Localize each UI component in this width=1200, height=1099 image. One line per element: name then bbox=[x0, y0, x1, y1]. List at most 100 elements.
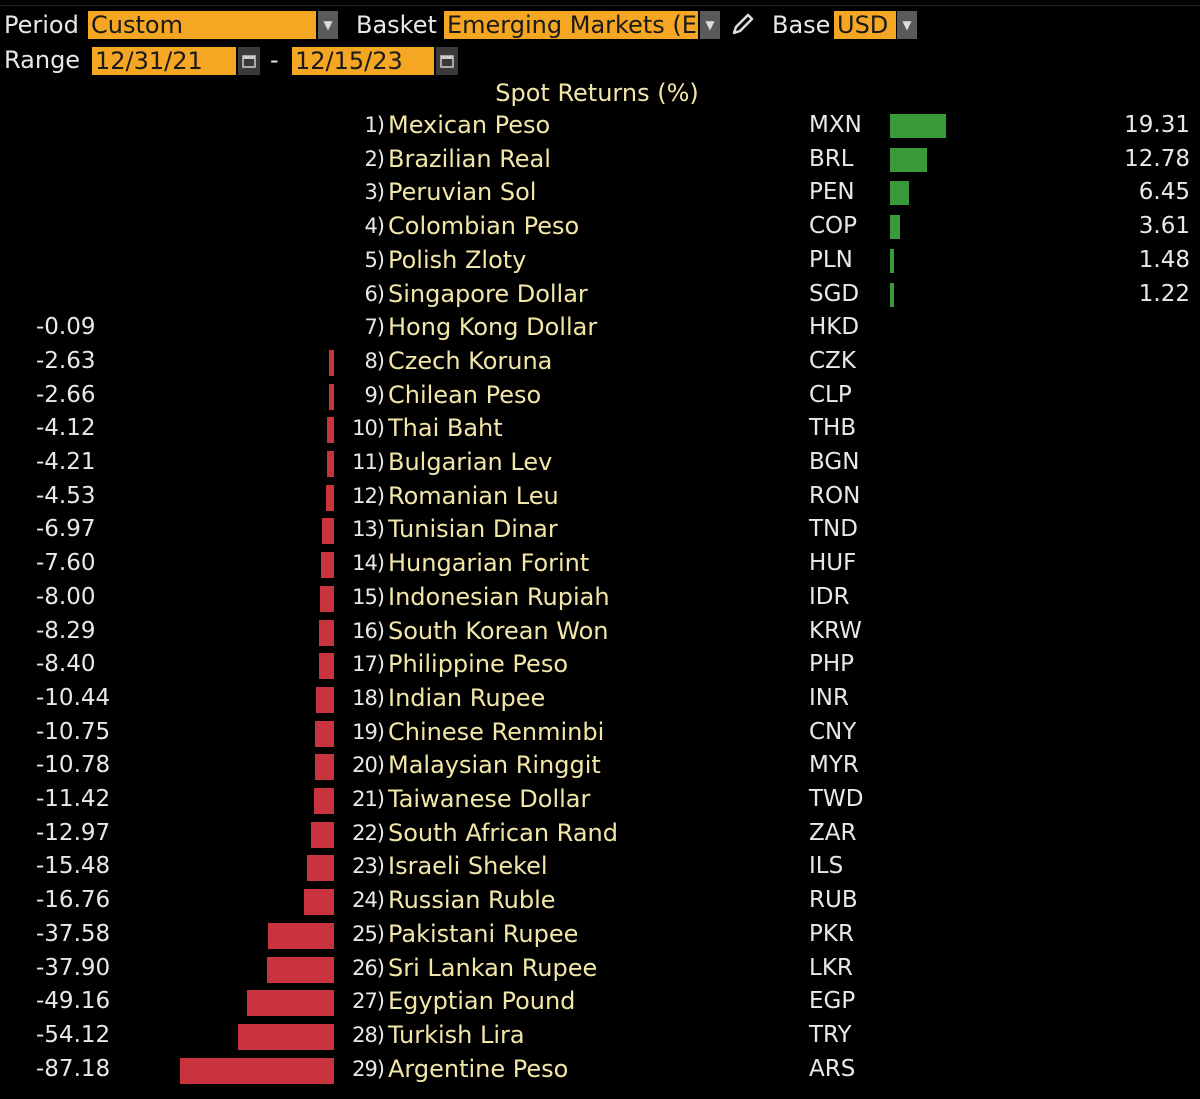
table-row[interactable]: 20) Malaysian Ringgit MYR -10.78 bbox=[0, 750, 1200, 784]
table-row[interactable]: 16) South Korean Won KRW -8.29 bbox=[0, 616, 1200, 650]
rank-label: 9) bbox=[364, 382, 385, 407]
currency-name: Polish Zloty bbox=[388, 245, 527, 274]
return-value-label: -54.12 bbox=[36, 1021, 111, 1048]
table-row[interactable]: 13) Tunisian Dinar TND -6.97 bbox=[0, 514, 1200, 548]
table-row[interactable]: 19) Chinese Renminbi CNY -10.75 bbox=[0, 717, 1200, 751]
table-row[interactable]: 27) Egyptian Pound EGP -49.16 bbox=[0, 986, 1200, 1020]
rank-label: 29) bbox=[352, 1056, 385, 1081]
currency-name: Hungarian Forint bbox=[388, 549, 590, 578]
table-row[interactable]: 24) Russian Ruble RUB -16.76 bbox=[0, 885, 1200, 919]
positive-return-bar bbox=[890, 215, 901, 240]
currency-name: Philippine Peso bbox=[388, 650, 568, 679]
currency-code: HKD bbox=[809, 314, 860, 341]
table-row[interactable]: 29) Argentine Peso ARS -87.18 bbox=[0, 1054, 1200, 1088]
currency-code: RON bbox=[809, 482, 861, 509]
currency-code: PHP bbox=[809, 651, 855, 678]
return-value-label: -8.29 bbox=[36, 617, 96, 644]
table-row[interactable]: 28) Turkish Lira TRY -54.12 bbox=[0, 1020, 1200, 1054]
return-value-label: 19.31 bbox=[1124, 112, 1190, 138]
return-value-label: -4.21 bbox=[36, 449, 96, 475]
return-value-label: -8.00 bbox=[36, 583, 96, 610]
table-row[interactable]: 9) Chilean Peso CLP -2.66 bbox=[0, 380, 1200, 414]
rank-label: 23) bbox=[352, 854, 385, 879]
negative-return-bar bbox=[315, 720, 334, 747]
currency-name: South African Rand bbox=[388, 818, 618, 847]
currency-name: Peruvian Sol bbox=[388, 178, 537, 207]
table-row[interactable]: 7) Hong Kong Dollar HKD -0.09 bbox=[0, 312, 1200, 346]
rank-label: 6) bbox=[364, 281, 385, 306]
negative-return-bar bbox=[311, 821, 334, 848]
currency-name: Singapore Dollar bbox=[388, 279, 588, 308]
pencil-icon[interactable] bbox=[730, 11, 756, 37]
currency-name: Tunisian Dinar bbox=[388, 515, 558, 544]
return-value-label: 12.78 bbox=[1124, 145, 1190, 172]
table-row[interactable]: 26) Sri Lankan Rupee LKR -37.90 bbox=[0, 953, 1200, 987]
base-dropdown-chevron-down-icon[interactable]: ▼ bbox=[897, 11, 917, 39]
basket-dropdown-chevron-down-icon[interactable]: ▼ bbox=[700, 11, 720, 39]
negative-return-bar bbox=[326, 417, 334, 444]
range-start-input[interactable]: 12/31/21 bbox=[92, 47, 236, 75]
table-row[interactable]: 17) Philippine Peso PHP -8.40 bbox=[0, 649, 1200, 683]
return-value-label: -2.63 bbox=[36, 347, 96, 374]
negative-return-bar bbox=[320, 552, 334, 579]
negative-return-bar bbox=[304, 889, 334, 916]
table-row[interactable]: 23) Israeli Shekel ILS -15.48 bbox=[0, 851, 1200, 885]
negative-return-bar bbox=[329, 383, 334, 410]
positive-return-bar bbox=[890, 181, 909, 206]
range-start-calendar-icon[interactable] bbox=[238, 47, 260, 75]
table-row[interactable]: 4) Colombian Peso COP 3.61 bbox=[0, 211, 1200, 245]
rank-label: 7) bbox=[364, 315, 385, 340]
currency-code: BRL bbox=[809, 145, 854, 172]
table-row[interactable]: 3) Peruvian Sol PEN 6.45 bbox=[0, 177, 1200, 211]
range-end-calendar-icon[interactable] bbox=[436, 47, 458, 75]
currency-name: Chinese Renminbi bbox=[388, 717, 605, 746]
range-separator: - bbox=[270, 46, 279, 74]
table-row[interactable]: 18) Indian Rupee INR -10.44 bbox=[0, 683, 1200, 717]
rank-label: 17) bbox=[352, 652, 385, 677]
base-select[interactable]: USD bbox=[834, 11, 896, 39]
table-row[interactable]: 10) Thai Baht THB -4.12 bbox=[0, 413, 1200, 447]
table-row[interactable]: 1) Mexican Peso MXN 19.31 bbox=[0, 110, 1200, 144]
negative-return-bar bbox=[247, 990, 334, 1017]
return-value-label: -7.60 bbox=[36, 550, 96, 577]
return-value-label: -37.90 bbox=[36, 954, 111, 981]
currency-code: INR bbox=[809, 684, 849, 711]
return-value-label: -10.44 bbox=[36, 684, 111, 711]
table-row[interactable]: 11) Bulgarian Lev BGN -4.21 bbox=[0, 447, 1200, 481]
period-select[interactable]: Custom bbox=[88, 11, 316, 39]
currency-name: Taiwanese Dollar bbox=[388, 785, 591, 813]
table-row[interactable]: 8) Czech Koruna CZK -2.63 bbox=[0, 346, 1200, 380]
rank-label: 22) bbox=[352, 820, 385, 845]
currency-name: Argentine Peso bbox=[388, 1054, 569, 1083]
return-value-label: -4.53 bbox=[36, 482, 96, 509]
negative-return-bar bbox=[267, 956, 334, 983]
currency-name: Czech Koruna bbox=[388, 346, 553, 375]
currency-code: CZK bbox=[809, 347, 856, 374]
currency-name: Israeli Shekel bbox=[388, 852, 548, 881]
range-end-input[interactable]: 12/15/23 bbox=[292, 47, 434, 75]
table-row[interactable]: 5) Polish Zloty PLN 1.48 bbox=[0, 245, 1200, 279]
table-row[interactable]: 25) Pakistani Rupee PKR -37.58 bbox=[0, 919, 1200, 953]
basket-label: Basket bbox=[356, 11, 437, 39]
table-row[interactable]: 14) Hungarian Forint HUF -7.60 bbox=[0, 548, 1200, 582]
negative-return-bar bbox=[315, 686, 334, 713]
table-row[interactable]: 6) Singapore Dollar SGD 1.22 bbox=[0, 279, 1200, 313]
table-row[interactable]: 2) Brazilian Real BRL 12.78 bbox=[0, 144, 1200, 178]
currency-name: Romanian Leu bbox=[388, 481, 559, 510]
base-label: Base bbox=[772, 11, 831, 39]
table-row[interactable]: 15) Indonesian Rupiah IDR -8.00 bbox=[0, 582, 1200, 616]
negative-return-bar bbox=[267, 922, 334, 949]
negative-return-bar bbox=[238, 1023, 334, 1050]
rank-label: 12) bbox=[352, 483, 385, 508]
period-dropdown-chevron-down-icon[interactable]: ▼ bbox=[318, 11, 338, 39]
table-row[interactable]: 12) Romanian Leu RON -4.53 bbox=[0, 481, 1200, 515]
rank-label: 3) bbox=[364, 180, 385, 205]
table-row[interactable]: 22) South African Rand ZAR -12.97 bbox=[0, 818, 1200, 852]
currency-code: IDR bbox=[809, 583, 850, 610]
table-row[interactable]: 21) Taiwanese Dollar TWD -11.42 bbox=[0, 784, 1200, 818]
rank-label: 1) bbox=[364, 113, 385, 137]
currency-name: Thai Baht bbox=[388, 414, 503, 443]
rank-label: 16) bbox=[352, 618, 385, 643]
basket-select[interactable]: Emerging Markets (E bbox=[444, 11, 698, 39]
rank-label: 26) bbox=[352, 955, 385, 980]
